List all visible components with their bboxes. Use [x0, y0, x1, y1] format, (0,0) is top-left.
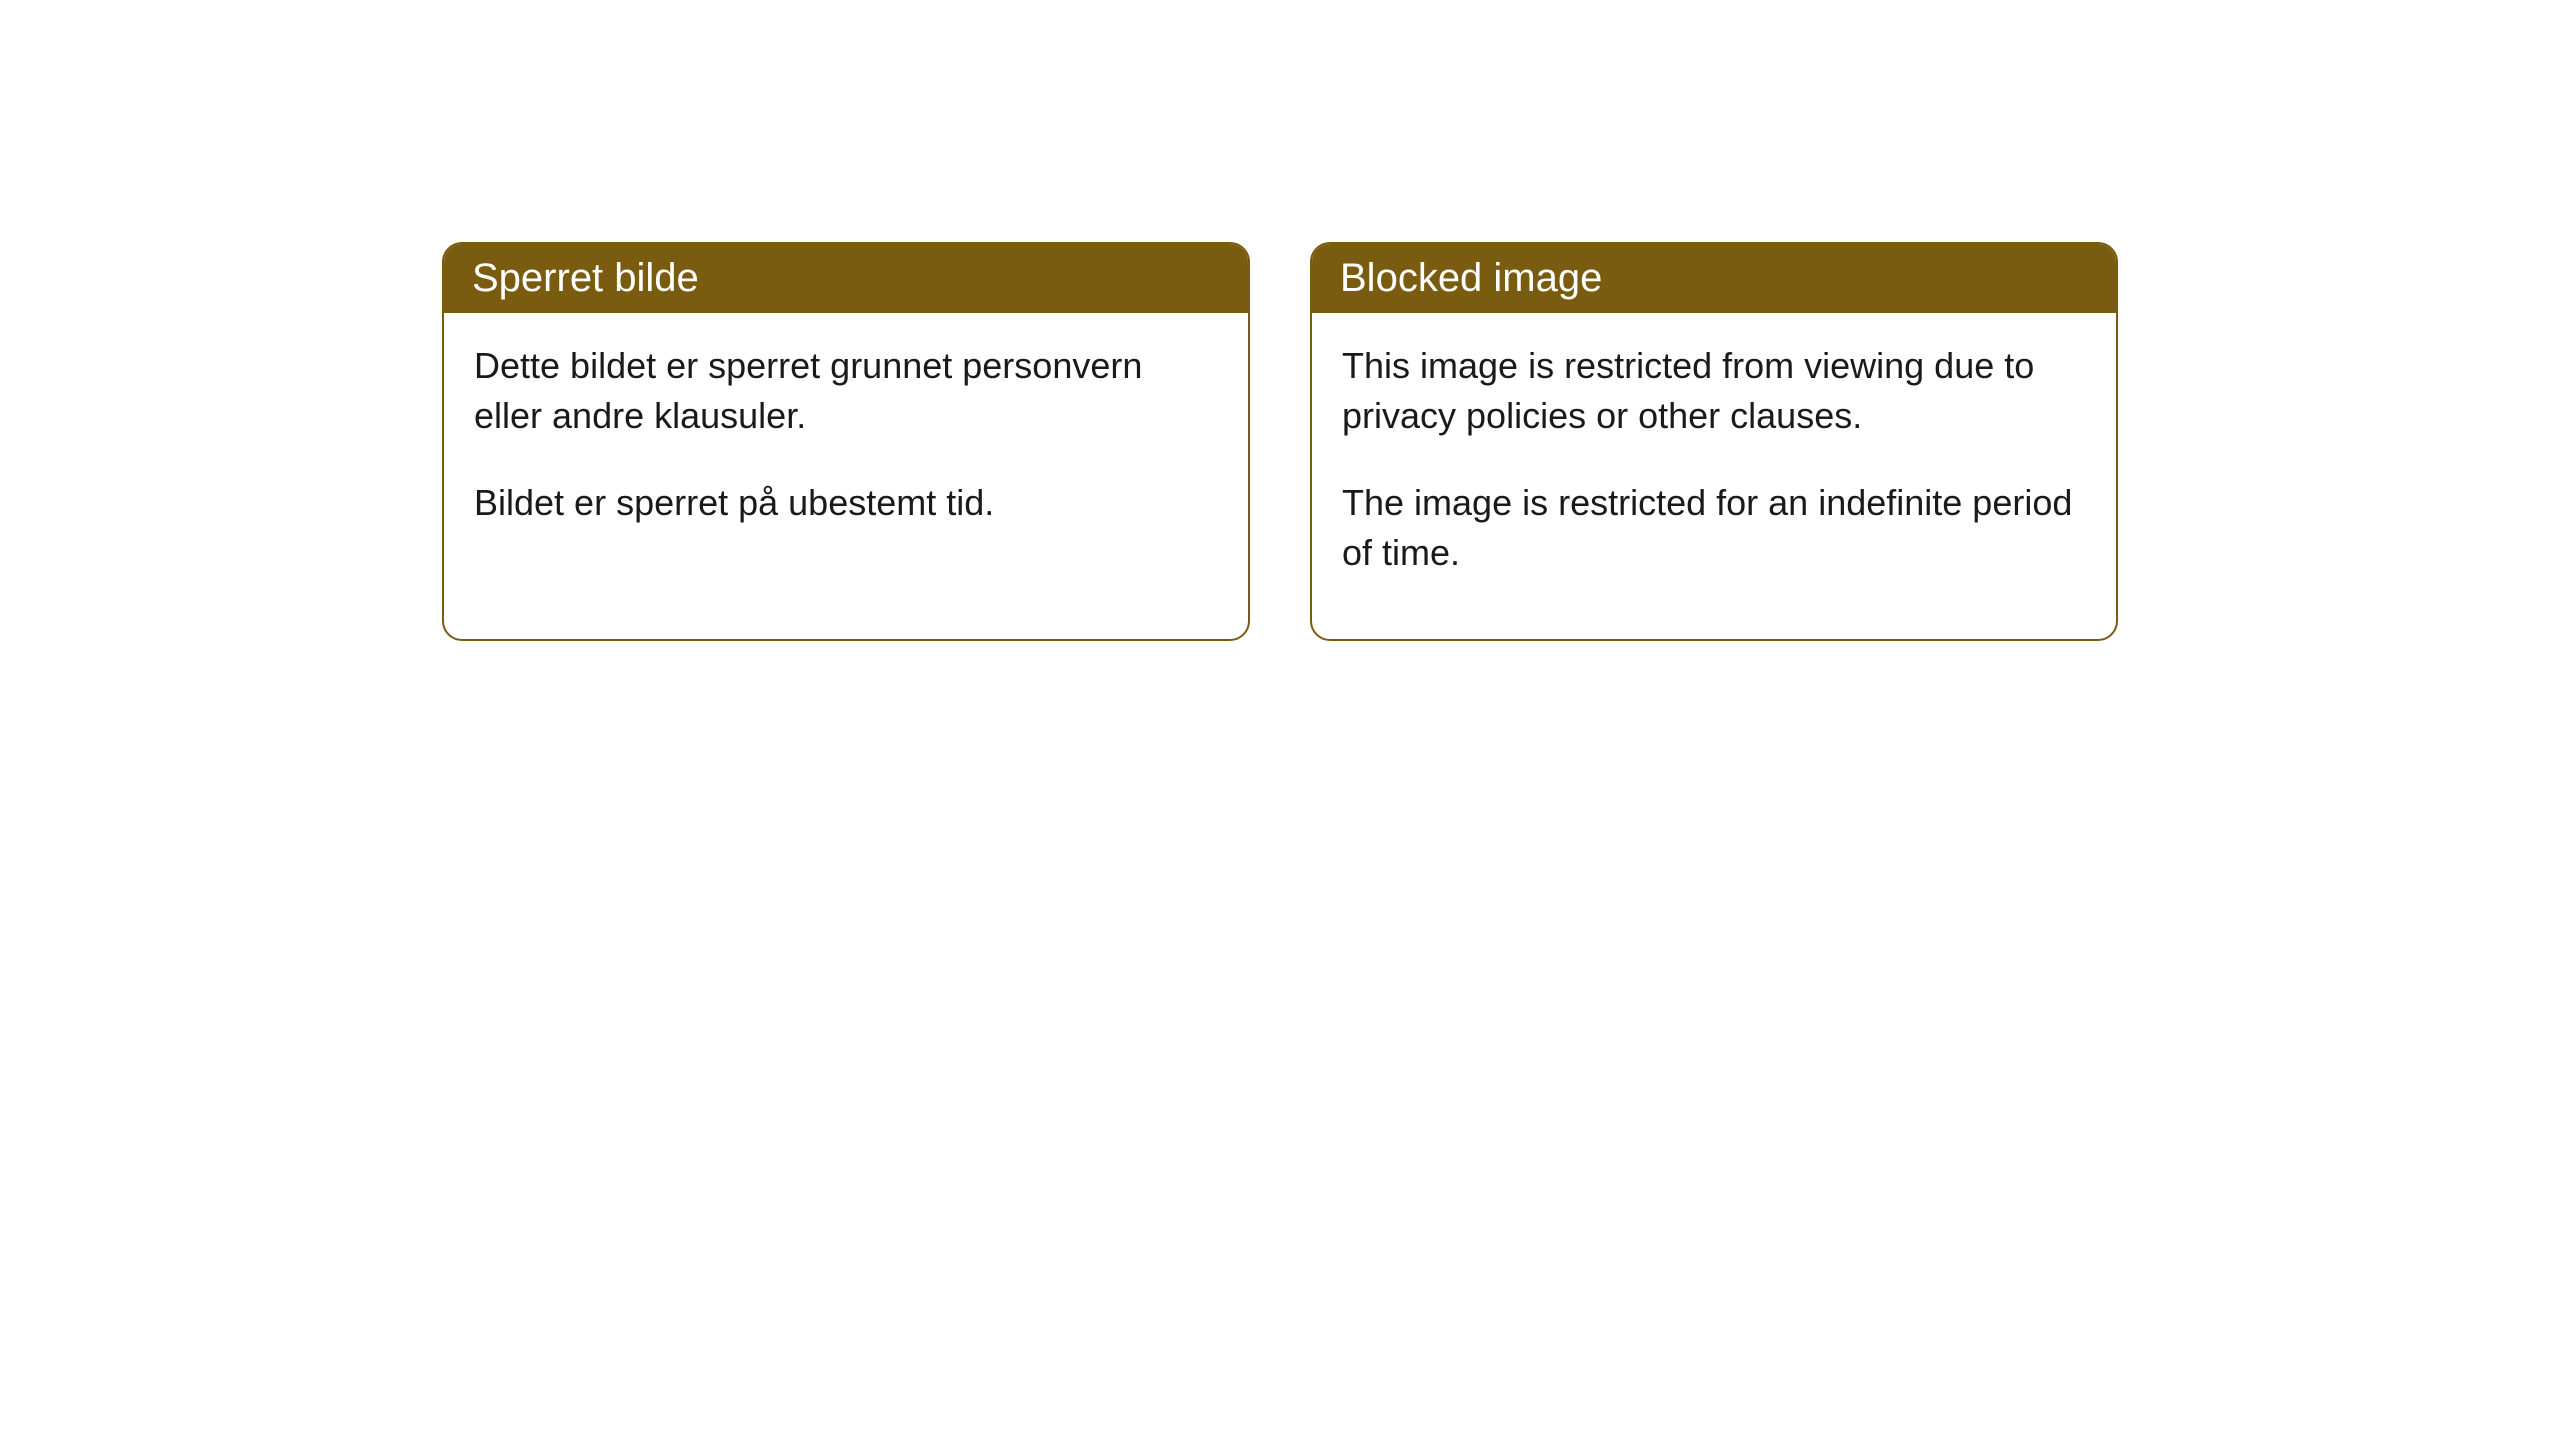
card-paragraph: Dette bildet er sperret grunnet personve… — [474, 341, 1218, 442]
card-title: Sperret bilde — [472, 256, 699, 300]
card-paragraph: Bildet er sperret på ubestemt tid. — [474, 478, 1218, 528]
card-title: Blocked image — [1340, 256, 1602, 300]
card-body: Dette bildet er sperret grunnet personve… — [444, 313, 1248, 588]
cards-container: Sperret bilde Dette bildet er sperret gr… — [442, 242, 2118, 641]
card-header: Blocked image — [1312, 244, 2116, 313]
card-paragraph: This image is restricted from viewing du… — [1342, 341, 2086, 442]
blocked-image-card-english: Blocked image This image is restricted f… — [1310, 242, 2118, 641]
card-body: This image is restricted from viewing du… — [1312, 313, 2116, 639]
blocked-image-card-norwegian: Sperret bilde Dette bildet er sperret gr… — [442, 242, 1250, 641]
card-paragraph: The image is restricted for an indefinit… — [1342, 478, 2086, 579]
card-header: Sperret bilde — [444, 244, 1248, 313]
